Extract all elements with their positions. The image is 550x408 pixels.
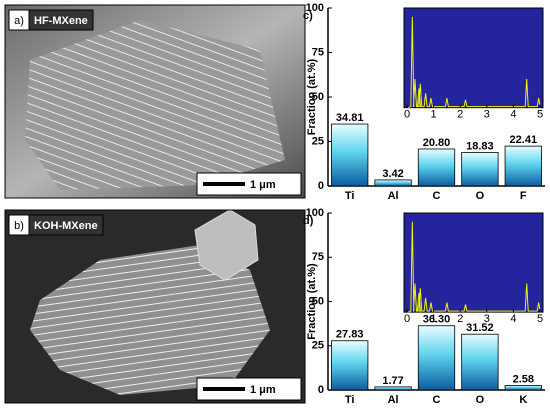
inset-tick-label: 5 <box>537 313 543 325</box>
image-title: HF-MXene <box>34 15 88 27</box>
scale-box <box>196 377 302 401</box>
bar <box>331 340 369 391</box>
y-tick-label: 25 <box>312 135 324 147</box>
panel-label: c) <box>303 10 313 22</box>
y-axis-label: Fraction (at.%) <box>306 58 318 135</box>
inset-plot <box>403 7 544 109</box>
bar <box>374 179 412 187</box>
value-label: 27.83 <box>336 329 364 341</box>
value-label: 18.83 <box>466 140 494 152</box>
y-tick-label: 75 <box>312 46 324 58</box>
value-label: 2.58 <box>513 373 534 385</box>
panel-label: d) <box>303 215 314 227</box>
value-label: 1.77 <box>382 375 403 387</box>
inset-tick-label: 1 <box>431 313 437 325</box>
x-tick-label: Al <box>388 190 399 202</box>
panel-label: b) <box>14 220 24 232</box>
value-label: 34.81 <box>336 112 364 124</box>
bar <box>461 333 499 391</box>
inset-tick-label: 0 <box>404 109 410 121</box>
value-label: 3.42 <box>382 168 403 180</box>
sem-image-a <box>4 4 306 199</box>
x-tick-label: O <box>476 394 485 406</box>
x-tick-label: K <box>519 394 527 406</box>
inset-tick-label: 3 <box>484 109 490 121</box>
bar <box>504 145 542 187</box>
x-tick-label: Ti <box>345 190 355 202</box>
y-tick-label: 0 <box>318 384 324 396</box>
sem-image-b <box>4 209 306 404</box>
x-tick-label: F <box>520 190 527 202</box>
x-tick-label: O <box>476 190 485 202</box>
bar <box>417 148 456 187</box>
inset-tick-label: 3 <box>484 313 490 325</box>
x-tick-label: C <box>433 190 441 202</box>
y-tick-label: 25 <box>312 340 324 352</box>
inset-tick-label: 2 <box>457 313 463 325</box>
title-box <box>28 214 104 236</box>
y-tick-label: 75 <box>312 251 324 263</box>
x-tick-label: Ti <box>345 394 355 406</box>
y-axis-label: Fraction (at.%) <box>306 263 318 340</box>
scale-box <box>196 172 302 196</box>
y-tick-label: 0 <box>318 180 324 192</box>
x-tick-label: C <box>433 394 441 406</box>
panel-label: a) <box>14 15 24 27</box>
value-label: 36.30 <box>423 314 451 326</box>
y-tick-label: 100 <box>306 207 324 219</box>
y-tick-label: 50 <box>312 91 324 103</box>
value-label: 22.41 <box>510 134 538 146</box>
inset-tick-label: 4 <box>510 109 516 121</box>
inset-plot <box>403 212 544 313</box>
y-tick-label: 50 <box>312 295 324 307</box>
bar <box>461 152 499 187</box>
scale-label: 1 μm <box>250 179 276 191</box>
scale-label: 1 μm <box>250 384 276 396</box>
inset-spectrum <box>408 221 541 313</box>
x-tick-label: Al <box>388 394 399 406</box>
inset-tick-label: 5 <box>537 109 543 121</box>
image-title: KOH-MXene <box>34 220 98 232</box>
y-tick-label: 100 <box>306 2 324 14</box>
inset-spectrum <box>408 16 541 109</box>
inset-tick-label: 4 <box>510 313 516 325</box>
bar <box>504 385 542 391</box>
title-box <box>28 9 94 31</box>
bar <box>374 386 412 391</box>
inset-tick-label: 0 <box>404 313 410 325</box>
bar <box>417 325 456 391</box>
inset-tick-label: 1 <box>431 109 437 121</box>
inset-tick-label: 2 <box>457 109 463 121</box>
bar <box>331 123 369 187</box>
value-label: 31.52 <box>466 322 494 334</box>
value-label: 20.80 <box>423 137 451 149</box>
